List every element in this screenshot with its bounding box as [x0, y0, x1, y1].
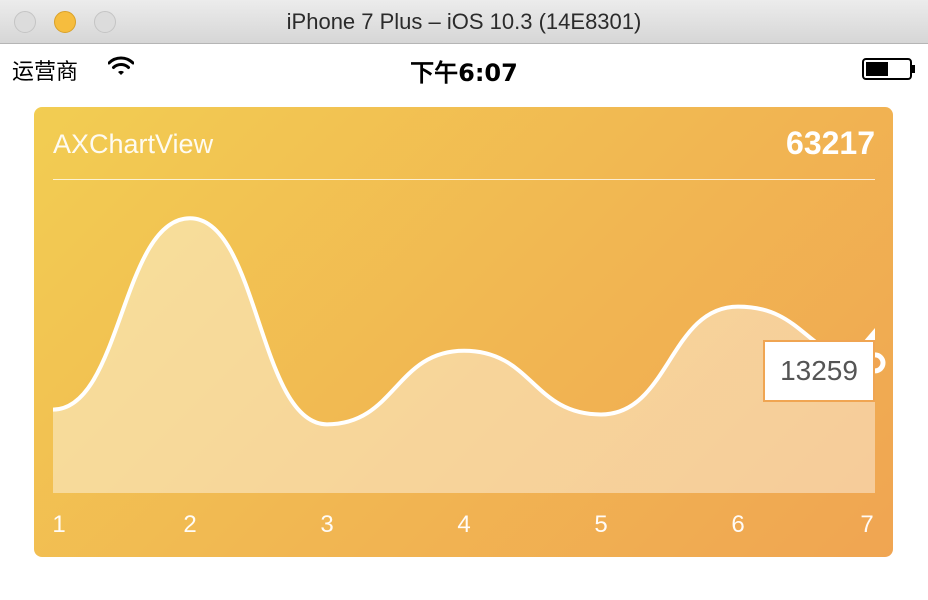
chart-area-fill — [53, 218, 875, 493]
window-title: iPhone 7 Plus – iOS 10.3 (14E8301) — [286, 9, 642, 34]
chart-plot — [52, 216, 886, 493]
chart-total-value: 63217 — [786, 125, 875, 161]
x-tick-label: 1 — [52, 511, 66, 538]
x-tick-label: 2 — [183, 511, 197, 538]
window-close-button[interactable] — [14, 11, 36, 33]
carrier-label: 运营商 — [12, 60, 79, 85]
window-title-bar: iPhone 7 Plus – iOS 10.3 (14E8301) — [0, 0, 928, 44]
status-bar: 运营商 下午6:07 — [0, 44, 928, 92]
x-tick-label: 6 — [731, 511, 745, 538]
x-tick-label: 7 — [860, 511, 874, 538]
x-tick-label: 5 — [594, 511, 608, 538]
window-minimize-button[interactable] — [54, 11, 76, 33]
x-tick-label: 3 — [320, 511, 334, 538]
chart-title: AXChartView — [53, 129, 214, 159]
chart-divider — [53, 179, 875, 180]
window-zoom-button[interactable] — [94, 11, 116, 33]
value-tooltip: 13259 — [763, 340, 875, 402]
battery-icon — [862, 58, 915, 80]
x-tick-label: 4 — [457, 511, 471, 538]
tooltip-tail — [863, 328, 875, 342]
chart-series-line — [52, 216, 876, 427]
chart-card: AXChartView 63217 1 2 3 4 5 6 7 13259 — [34, 107, 893, 557]
wifi-icon — [108, 56, 134, 75]
status-time: 下午6:07 — [410, 59, 518, 87]
